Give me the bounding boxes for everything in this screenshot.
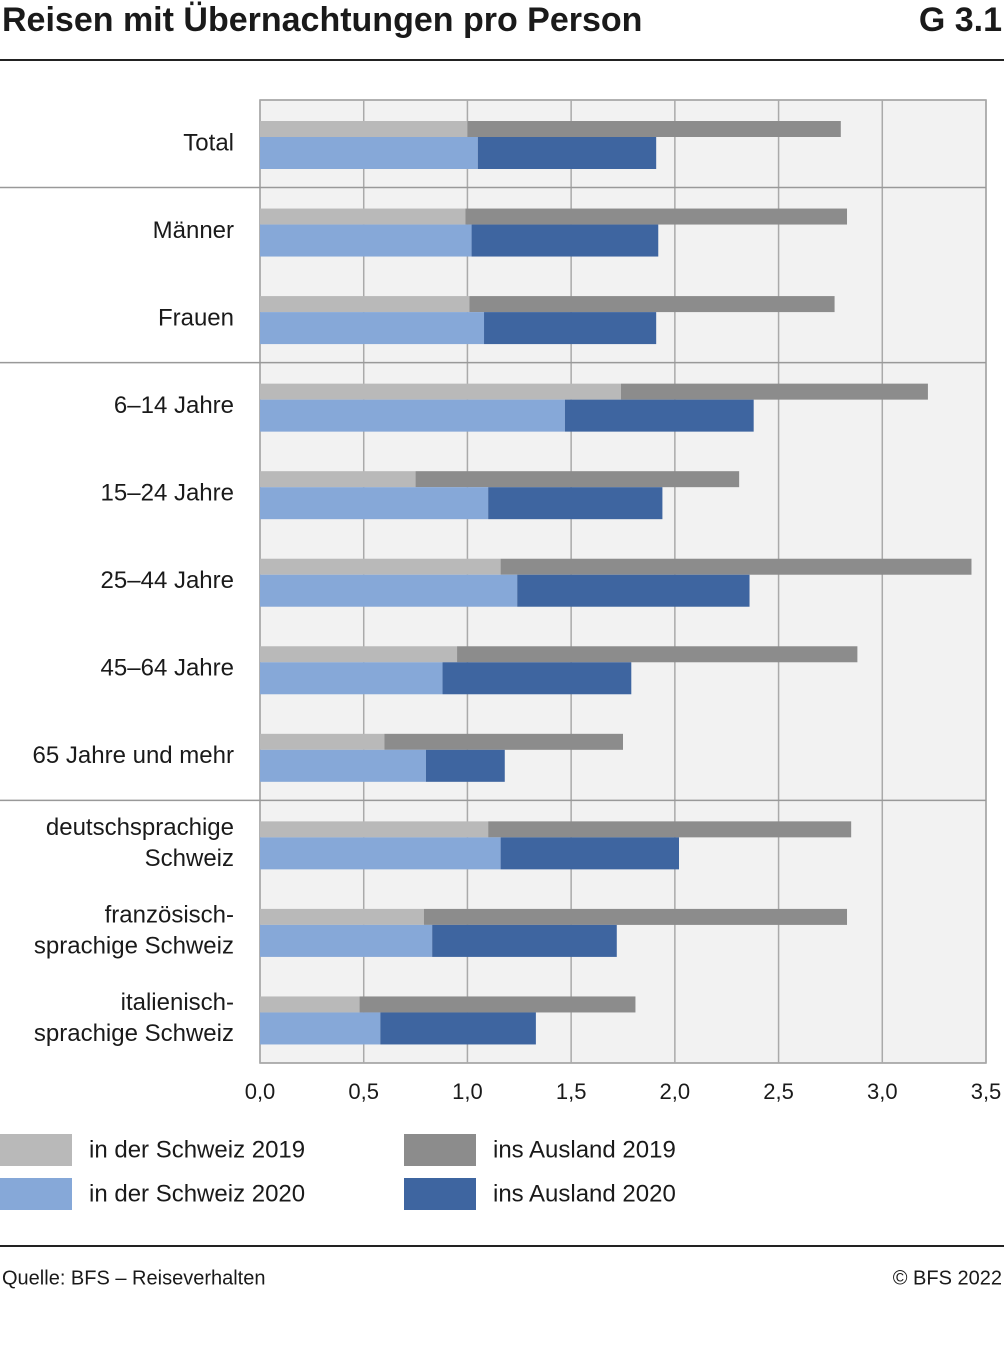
bar <box>260 996 360 1013</box>
legend-swatch <box>404 1134 476 1166</box>
legend-label: ins Ausland 2020 <box>493 1180 676 1207</box>
bar <box>260 908 424 925</box>
bar <box>260 662 443 695</box>
bar <box>260 821 489 838</box>
bar <box>260 749 426 782</box>
x-tick-label: 0,0 <box>245 1079 276 1104</box>
y-tick-label: 45–64 Jahre <box>101 655 234 682</box>
y-tick-label: Frauen <box>158 304 234 331</box>
legend-swatch <box>0 1134 72 1166</box>
bar <box>260 121 468 137</box>
bar <box>620 383 928 400</box>
y-tick-label: deutschsprachige Schweiz <box>46 814 234 872</box>
bar <box>465 208 848 225</box>
bar <box>471 224 659 257</box>
bar <box>260 924 433 957</box>
y-tick-label: französisch-sprachige Schweiz <box>34 902 234 960</box>
bar <box>260 312 485 345</box>
x-tick-label: 2,0 <box>660 1079 691 1104</box>
y-tick-label: 6–14 Jahre <box>114 392 234 419</box>
source: Quelle: BFS – Reiseverhalten <box>2 1267 265 1289</box>
x-tick-label: 0,5 <box>348 1079 379 1104</box>
x-tick-label: 1,5 <box>556 1079 587 1104</box>
chart-title: Reisen mit Übernachtungen pro Person <box>2 1 642 39</box>
bar <box>260 224 472 257</box>
bar <box>517 574 750 607</box>
legend-swatch <box>0 1178 72 1210</box>
bar <box>500 837 680 870</box>
x-tick-label: 3,5 <box>971 1079 1002 1104</box>
bar <box>260 208 466 225</box>
bar <box>260 558 501 575</box>
bar <box>467 121 841 137</box>
y-tick-label: 65 Jahre und mehr <box>33 742 234 769</box>
bar <box>457 646 858 663</box>
bar <box>484 312 657 345</box>
x-tick-label: 2,5 <box>763 1079 794 1104</box>
y-tick-label: Total <box>183 129 234 156</box>
bar <box>260 399 565 432</box>
bar <box>442 662 632 695</box>
bar <box>477 137 657 169</box>
bar <box>260 296 470 313</box>
bar <box>260 471 416 488</box>
bar <box>488 821 852 838</box>
legend-label: in der Schweiz 2019 <box>89 1136 305 1163</box>
bar <box>415 471 740 488</box>
bar <box>469 296 835 313</box>
chart-id: G 3.1 <box>919 1 1002 39</box>
bar <box>425 749 505 782</box>
copyright: © BFS 2022 <box>893 1267 1002 1289</box>
legend-label: in der Schweiz 2020 <box>89 1180 305 1207</box>
bar <box>260 1012 381 1045</box>
bar <box>423 908 848 925</box>
x-tick-label: 1,0 <box>452 1079 483 1104</box>
bar <box>260 733 385 750</box>
x-tick-label: 3,0 <box>867 1079 898 1104</box>
bar <box>260 646 458 663</box>
bar <box>432 924 617 957</box>
y-tick-label: italienisch-sprachige Schweiz <box>34 989 234 1047</box>
bar <box>359 996 636 1013</box>
bar <box>260 837 501 870</box>
bar <box>260 137 478 169</box>
bar <box>384 733 623 750</box>
y-tick-label: Männer <box>153 217 234 244</box>
bar <box>488 487 663 520</box>
legend-swatch <box>404 1178 476 1210</box>
y-tick-label: 15–24 Jahre <box>101 480 234 507</box>
legend-label: ins Ausland 2019 <box>493 1136 676 1163</box>
bar <box>260 574 518 607</box>
bar <box>260 383 621 400</box>
bar <box>380 1012 536 1045</box>
bar <box>260 487 489 520</box>
bar <box>564 399 754 432</box>
y-tick-label: 25–44 Jahre <box>101 567 234 594</box>
bar <box>500 558 972 575</box>
